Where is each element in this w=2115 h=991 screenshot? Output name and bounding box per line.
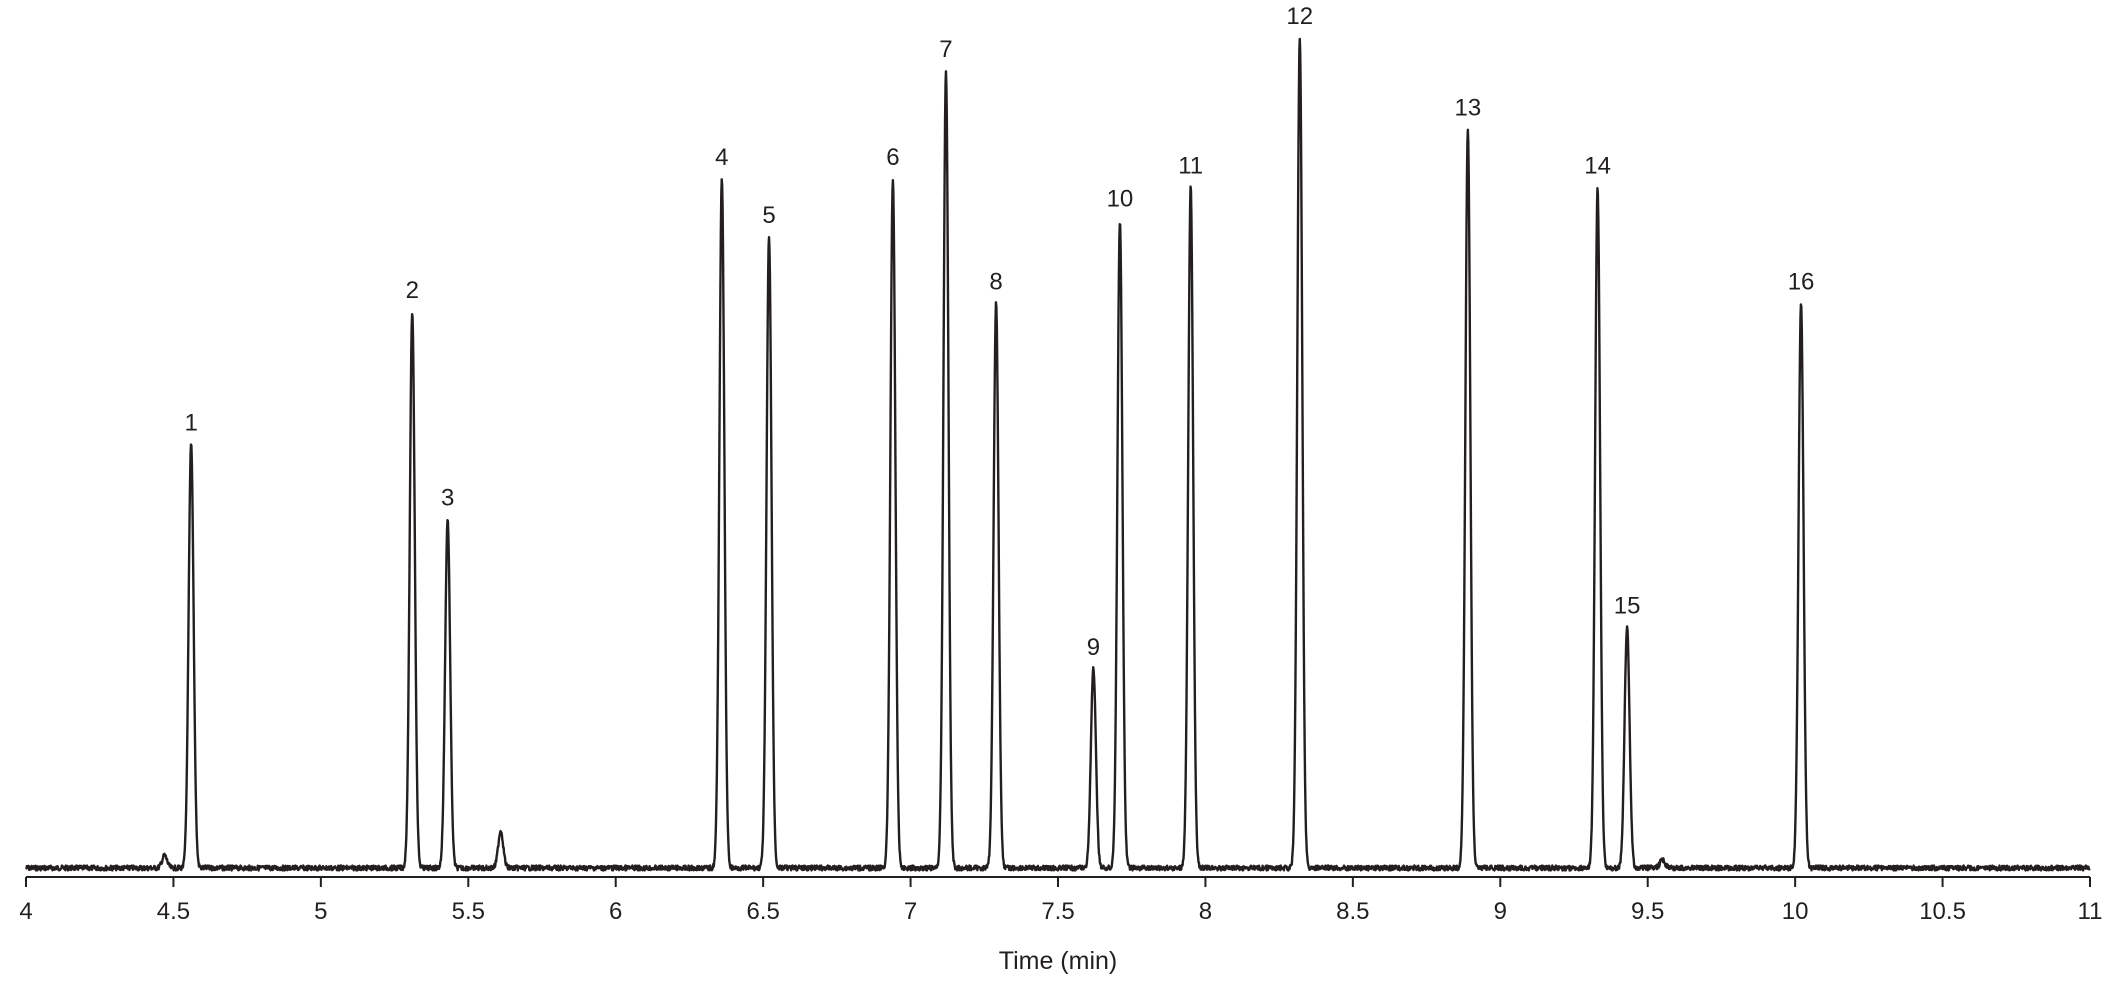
x-tick-label: 11 (2078, 898, 2103, 925)
peak-label: 4 (715, 144, 728, 171)
x-tick-label: 10.5 (1919, 898, 1966, 925)
peak-label: 10 (1107, 186, 1134, 213)
chromatogram-trace (25, 37, 2091, 872)
x-tick-label: 7 (904, 898, 917, 925)
peak-label: 5 (762, 202, 775, 229)
peak-label: 2 (406, 277, 419, 304)
peak-label: 16 (1788, 269, 1815, 296)
x-tick-label: 10 (1782, 898, 1809, 925)
peak-label: 8 (989, 269, 1002, 296)
x-tick-label: 9 (1494, 898, 1507, 925)
peak-label: 6 (886, 144, 899, 171)
peak-label: 9 (1087, 634, 1100, 661)
peak-label: 13 (1454, 94, 1481, 121)
peak-label: 7 (939, 36, 952, 63)
x-tick-label: 8 (1199, 898, 1212, 925)
x-tick-label: 6.5 (746, 898, 779, 925)
x-tick-label: 8.5 (1336, 898, 1369, 925)
trace-layer (25, 37, 2091, 872)
x-tick-label: 4 (19, 898, 32, 925)
x-tick-label: 6 (609, 898, 622, 925)
x-tick-label: 4.5 (157, 898, 190, 925)
peak-label: 1 (184, 410, 197, 437)
peak-label: 12 (1286, 3, 1313, 30)
x-tick-label: 9.5 (1631, 898, 1664, 925)
peak-label: 11 (1178, 152, 1203, 179)
x-axis-title: Time (min) (999, 947, 1118, 975)
x-tick-label: 5 (314, 898, 327, 925)
x-axis-ticks: 4 4.5 5 5.5 6 6.5 7 7.5 8 8.5 9 9.5 10 10.5 11 (19, 877, 2102, 925)
x-tick-label: 5.5 (452, 898, 485, 925)
peak-label: 3 (441, 484, 454, 511)
peak-label: 15 (1614, 592, 1641, 619)
x-tick-label: 7.5 (1041, 898, 1074, 925)
peak-label: 14 (1584, 152, 1611, 179)
